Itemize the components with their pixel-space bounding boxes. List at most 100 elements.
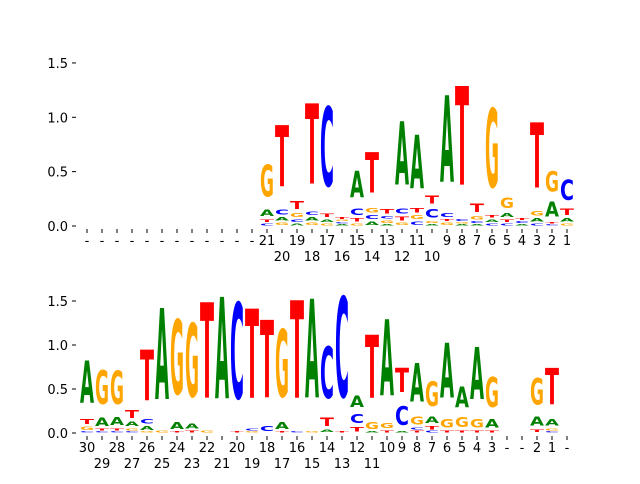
x-tick-label: 29 bbox=[94, 457, 111, 472]
logo-letter-A: A bbox=[320, 429, 334, 433]
x-tick-label: - bbox=[145, 234, 150, 249]
logo-letter-A: A bbox=[410, 122, 424, 206]
y-tick-label: 0.0 bbox=[47, 427, 68, 442]
x-tick-label: 15 bbox=[304, 457, 321, 472]
logo-letter-T: T bbox=[440, 430, 454, 433]
x-tick-label: 17 bbox=[319, 234, 336, 249]
logo-letter-T: T bbox=[395, 361, 409, 400]
x-tick-label: - bbox=[85, 234, 90, 249]
logo-letter-T: T bbox=[485, 430, 499, 433]
logo-letter-A: A bbox=[515, 224, 530, 226]
x-tick-label: 1 bbox=[548, 441, 556, 456]
logo-letter-A: A bbox=[440, 329, 454, 416]
logo-letter-G: G bbox=[200, 430, 214, 433]
x-tick-label: 23 bbox=[184, 457, 201, 472]
logo-letter-T: T bbox=[560, 207, 575, 217]
y-tick-label: 1.5 bbox=[47, 295, 68, 310]
logo-letter-G: G bbox=[305, 431, 319, 433]
logo-letter-T: T bbox=[275, 109, 289, 207]
logo-letter-T: T bbox=[410, 430, 424, 433]
logo-letter-G: G bbox=[440, 222, 454, 226]
logo-letter-G: G bbox=[125, 428, 139, 432]
x-tick-label: - bbox=[505, 441, 510, 456]
logo-letter-T: T bbox=[365, 318, 379, 419]
logo-letter-T: T bbox=[125, 410, 139, 421]
logo-letter-A: A bbox=[170, 421, 185, 432]
x-tick-label: 11 bbox=[409, 234, 426, 249]
logo-letter-A: A bbox=[440, 72, 454, 210]
x-tick-label: 5 bbox=[458, 441, 466, 456]
logo-letter-C: C bbox=[515, 221, 529, 224]
logo-letter-T: T bbox=[545, 357, 559, 417]
x-tick-label: 16 bbox=[289, 441, 306, 456]
logo-letter-G: G bbox=[245, 431, 259, 433]
logo-letter-G: G bbox=[425, 221, 439, 224]
logo-letter-T: T bbox=[485, 214, 501, 218]
logo-letter-C: C bbox=[560, 174, 574, 206]
x-tick-label: 6 bbox=[443, 441, 451, 456]
logo-letter-G: G bbox=[560, 223, 574, 226]
logo-letter-T: T bbox=[290, 200, 306, 213]
x-tick-label: 16 bbox=[334, 250, 351, 265]
logo-column: TC bbox=[335, 268, 349, 433]
logo-letter-T: T bbox=[95, 429, 109, 432]
logo-letter-C: C bbox=[140, 418, 154, 425]
logo-letter-A: A bbox=[365, 431, 380, 433]
logo-letter-A: A bbox=[395, 431, 410, 433]
logo-letter-A: A bbox=[215, 271, 229, 432]
logo-column: TAG bbox=[530, 372, 546, 433]
x-tick-label: 15 bbox=[349, 234, 366, 249]
logo-letter-C: C bbox=[350, 411, 364, 426]
x-tick-label: 4 bbox=[473, 441, 481, 456]
logo-column: GT bbox=[200, 276, 214, 433]
x-tick-label: 7 bbox=[473, 234, 481, 249]
logo-letter-T: T bbox=[455, 430, 469, 433]
logo-letter-A: A bbox=[290, 223, 305, 226]
x-tick-label: 2 bbox=[548, 234, 556, 249]
logo-letter-G: G bbox=[470, 215, 484, 220]
logo-letter-T: T bbox=[305, 83, 319, 210]
x-tick-label: 8 bbox=[413, 441, 421, 456]
logo-letter-G: G bbox=[275, 311, 289, 419]
x-tick-label: 30 bbox=[79, 441, 96, 456]
logo-column: TAG bbox=[275, 311, 290, 433]
logo-letter-A: A bbox=[560, 217, 574, 222]
logo-letter-A: A bbox=[500, 212, 516, 218]
logo-letter-A: A bbox=[125, 420, 140, 427]
y-tick-label: 0.5 bbox=[47, 166, 68, 181]
logo-letter-A: A bbox=[335, 224, 350, 226]
x-tick-label: - bbox=[175, 234, 180, 249]
logo-column: A bbox=[215, 271, 229, 432]
logo-letter-G: G bbox=[530, 372, 544, 414]
logo-column: CT bbox=[290, 275, 304, 433]
logo-letter-G: G bbox=[110, 361, 124, 415]
logo-column: TC bbox=[230, 277, 244, 433]
logo-letter-T: T bbox=[425, 425, 441, 430]
logo-letter-C: C bbox=[470, 221, 484, 224]
logo-letter-C: C bbox=[260, 425, 274, 433]
logo-letter-A: A bbox=[395, 105, 409, 206]
logo-letter-A: A bbox=[320, 218, 334, 222]
y-tick-label: 1.0 bbox=[47, 111, 68, 126]
logo-letter-T: T bbox=[395, 216, 410, 222]
logo-letter-G: G bbox=[260, 157, 274, 208]
x-tick-label: 19 bbox=[289, 234, 306, 249]
bottom-logo-panel: 0.00.51.01.530CGTA29CTAG28CTAG27CGAT26GA… bbox=[47, 268, 569, 472]
logo-column: TGA bbox=[440, 329, 454, 433]
logo-letter-A: A bbox=[455, 381, 470, 414]
logo-letter-C: C bbox=[245, 429, 259, 432]
x-tick-label: 5 bbox=[503, 234, 511, 249]
logo-letter-T: T bbox=[290, 275, 304, 430]
logo-letter-G: G bbox=[95, 361, 109, 415]
x-tick-label: 7 bbox=[428, 441, 436, 456]
logo-letter-T: T bbox=[80, 418, 94, 426]
logo-letter-T: T bbox=[455, 59, 469, 217]
